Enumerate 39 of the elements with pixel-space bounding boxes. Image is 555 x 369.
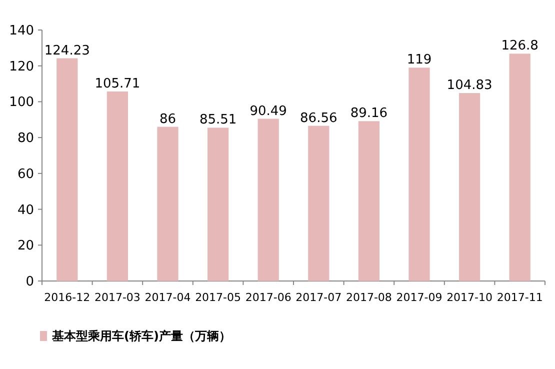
x-tick-label: 2017-07 xyxy=(296,291,342,304)
y-tick-label: 140 xyxy=(9,24,34,38)
x-tick-label: 2017-06 xyxy=(245,291,292,304)
data-label: 86.56 xyxy=(300,110,338,126)
bar xyxy=(258,118,279,281)
bar xyxy=(157,126,178,281)
y-tick-label: 80 xyxy=(17,131,34,146)
y-tick-label: 60 xyxy=(17,166,34,182)
x-tick-label: 2016-12 xyxy=(44,291,90,304)
data-label: 124.23 xyxy=(44,43,90,58)
data-label: 90.49 xyxy=(250,104,287,119)
x-tick-label: 2017-08 xyxy=(346,291,392,304)
x-tick-label: 2017-11 xyxy=(496,291,543,304)
y-tick-label: 120 xyxy=(9,59,34,74)
y-tick-label: 0 xyxy=(26,274,34,290)
x-tick-label: 2017-03 xyxy=(94,291,140,304)
y-tick-label: 100 xyxy=(9,95,34,110)
bar xyxy=(308,126,330,281)
x-tick-label: 2017-05 xyxy=(195,291,242,304)
data-label: 119 xyxy=(406,52,432,68)
bar xyxy=(509,54,530,281)
data-label: 86 xyxy=(159,112,176,127)
bar xyxy=(207,128,229,281)
legend-label: 基本型乘用车(轿车)产量（万辆） xyxy=(51,329,231,343)
bar xyxy=(458,93,480,281)
bar xyxy=(56,58,78,281)
data-label: 85.51 xyxy=(199,112,237,128)
data-label: 89.16 xyxy=(350,106,388,122)
bar xyxy=(106,91,128,281)
bar xyxy=(358,121,380,281)
y-tick-label: 40 xyxy=(17,202,34,218)
y-tick-label: 20 xyxy=(17,238,34,254)
x-tick-label: 2017-09 xyxy=(396,291,442,304)
x-tick-label: 2017-04 xyxy=(144,291,191,304)
data-label: 104.83 xyxy=(446,78,492,94)
bar xyxy=(408,68,430,281)
data-label: 126.8 xyxy=(501,38,538,54)
x-tick-label: 2017-10 xyxy=(446,291,493,304)
data-label: 105.71 xyxy=(94,76,140,92)
